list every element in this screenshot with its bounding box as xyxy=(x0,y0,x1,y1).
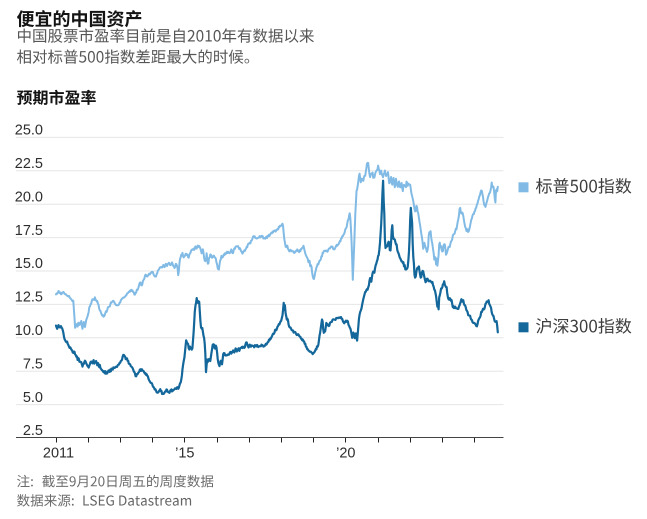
svg-text:20.0: 20.0 xyxy=(15,189,43,205)
svg-text:25.0: 25.0 xyxy=(15,123,43,139)
svg-text:15.0: 15.0 xyxy=(15,256,43,272)
svg-text:2.5: 2.5 xyxy=(23,423,43,439)
svg-text:10.0: 10.0 xyxy=(15,323,43,339)
svg-text:’20: ’20 xyxy=(336,446,355,462)
svg-text:2011: 2011 xyxy=(43,446,74,462)
svg-text:5.0: 5.0 xyxy=(23,390,43,406)
svg-text:’15: ’15 xyxy=(175,446,194,462)
svg-text:22.5: 22.5 xyxy=(15,156,43,172)
svg-text:17.5: 17.5 xyxy=(15,223,43,239)
svg-text:12.5: 12.5 xyxy=(15,290,43,306)
svg-text:7.5: 7.5 xyxy=(23,356,43,372)
